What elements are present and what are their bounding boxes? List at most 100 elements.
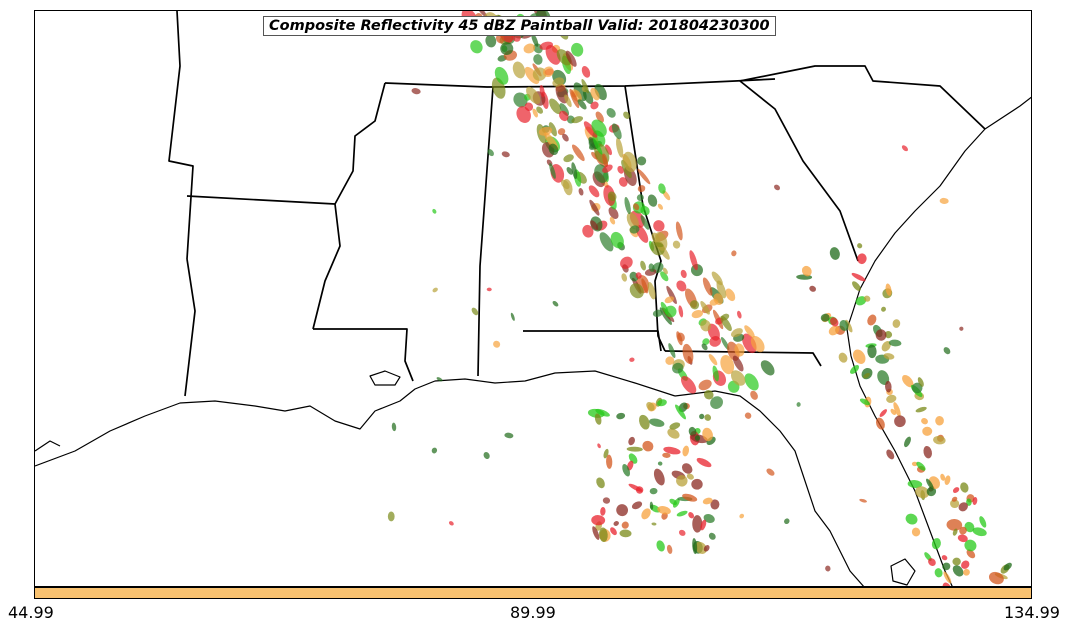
reflectivity-blob [851,272,866,282]
state-borders [168,11,986,397]
reflectivity-blob [720,315,732,332]
reflectivity-blob [689,250,698,271]
reflectivity-blob [633,203,640,211]
reflectivity-blob [703,545,710,552]
arkansas-louisiana-border [186,195,336,205]
reflectivity-blob [552,77,565,87]
reflectivity-blob [784,518,790,525]
reflectivity-blob [411,88,421,95]
reflectivity-blob [875,417,885,430]
reflectivity-blob [654,242,664,248]
reflectivity-blob [952,557,961,566]
reflectivity-blob [890,408,897,415]
reflectivity-blob [653,220,665,232]
map-panel [34,10,1032,587]
reflectivity-blob [548,143,559,156]
reflectivity-blob [712,365,719,382]
reflectivity-blob [963,568,970,576]
reflectivity-blob [696,457,712,468]
reflectivity-blob [710,499,720,510]
reflectivity-blob [669,422,681,430]
reflectivity-blob [663,446,681,455]
reflectivity-blob [820,313,830,322]
reflectivity-blob [602,164,613,173]
reflectivity-blob [559,110,569,122]
reflectivity-blob [830,317,839,327]
reflectivity-blob [942,582,951,586]
reflectivity-blob [590,87,600,101]
reflectivity-blob [592,526,600,540]
reflectivity-blob [682,493,698,502]
reflectivity-blob [572,144,585,162]
reflectivity-blob [863,373,870,379]
reflectivity-blob [700,319,711,332]
reflectivity-blob [657,203,663,210]
reflectivity-blob [600,506,606,516]
reflectivity-blob [943,571,952,584]
reflectivity-blob [952,528,958,536]
reflectivity-blob [809,285,817,292]
reflectivity-blob [700,519,707,531]
reflectivity-blob [483,451,490,459]
chart-title: Composite Reflectivity 45 dBZ Paintball … [263,16,776,36]
reflectivity-blob [711,271,723,286]
reflectivity-blob [640,260,646,271]
reflectivity-blob [941,555,948,561]
reflectivity-blob [596,477,605,489]
reflectivity-blob [387,511,395,522]
reflectivity-blob [640,205,650,216]
reflectivity-blob [531,33,539,47]
reflectivity-blob [526,86,541,105]
reflectivity-blob [599,232,614,252]
reflectivity-blob [961,560,970,569]
reflectivity-blob [666,285,677,305]
map-canvas [35,11,1031,586]
reflectivity-blob [886,394,897,403]
reflectivity-blob [959,526,967,535]
reflectivity-blob [593,138,603,155]
reflectivity-blob [591,515,606,526]
reflectivity-blob [960,482,969,493]
reflectivity-blob [688,426,697,437]
reflectivity-blob [879,409,888,417]
reflectivity-blob [595,111,604,123]
reflectivity-blob [867,314,877,326]
reflectivity-blob [648,263,655,272]
reflectivity-blob [708,532,716,540]
reflectivity-blob [946,519,963,531]
reflectivity-blob [649,418,665,427]
reflectivity-blob [700,301,710,315]
reflectivity-blob [640,215,650,230]
mississippi-river-border [312,82,386,330]
colorbar-tick-mid: 89.99 [510,603,556,622]
reflectivity-blob [621,521,629,529]
reflectivity-blob [744,373,759,391]
reflectivity-blob [587,408,605,418]
reflectivity-blob [657,506,671,515]
reflectivity-blob [774,184,781,191]
reflectivity-blob [487,149,494,157]
reflectivity-blob [664,305,677,318]
reflectivity-blob [703,389,714,400]
reflectivity-blob [675,404,686,420]
reflectivity-blob [907,480,923,489]
reflectivity-blob [911,382,923,394]
reflectivity-blob [922,426,933,436]
reflectivity-blob [680,375,697,394]
reflectivity-blob [708,354,718,366]
reflectivity-blob [548,122,557,137]
reflectivity-blob [583,121,598,138]
reflectivity-blob [713,293,724,306]
reflectivity-blob [680,269,687,279]
reflectivity-blob [933,435,946,445]
reflectivity-blob [571,162,578,180]
reflectivity-blob [618,177,628,187]
reflectivity-blob [915,486,930,499]
colorbar-tick-max: 134.99 [1004,603,1060,622]
reflectivity-blob [855,296,867,306]
reflectivity-blob [678,529,686,536]
reflectivity-blob [675,221,683,241]
reflectivity-blob [702,427,713,442]
reflectivity-blob [513,92,528,108]
reflectivity-blob [972,497,978,505]
